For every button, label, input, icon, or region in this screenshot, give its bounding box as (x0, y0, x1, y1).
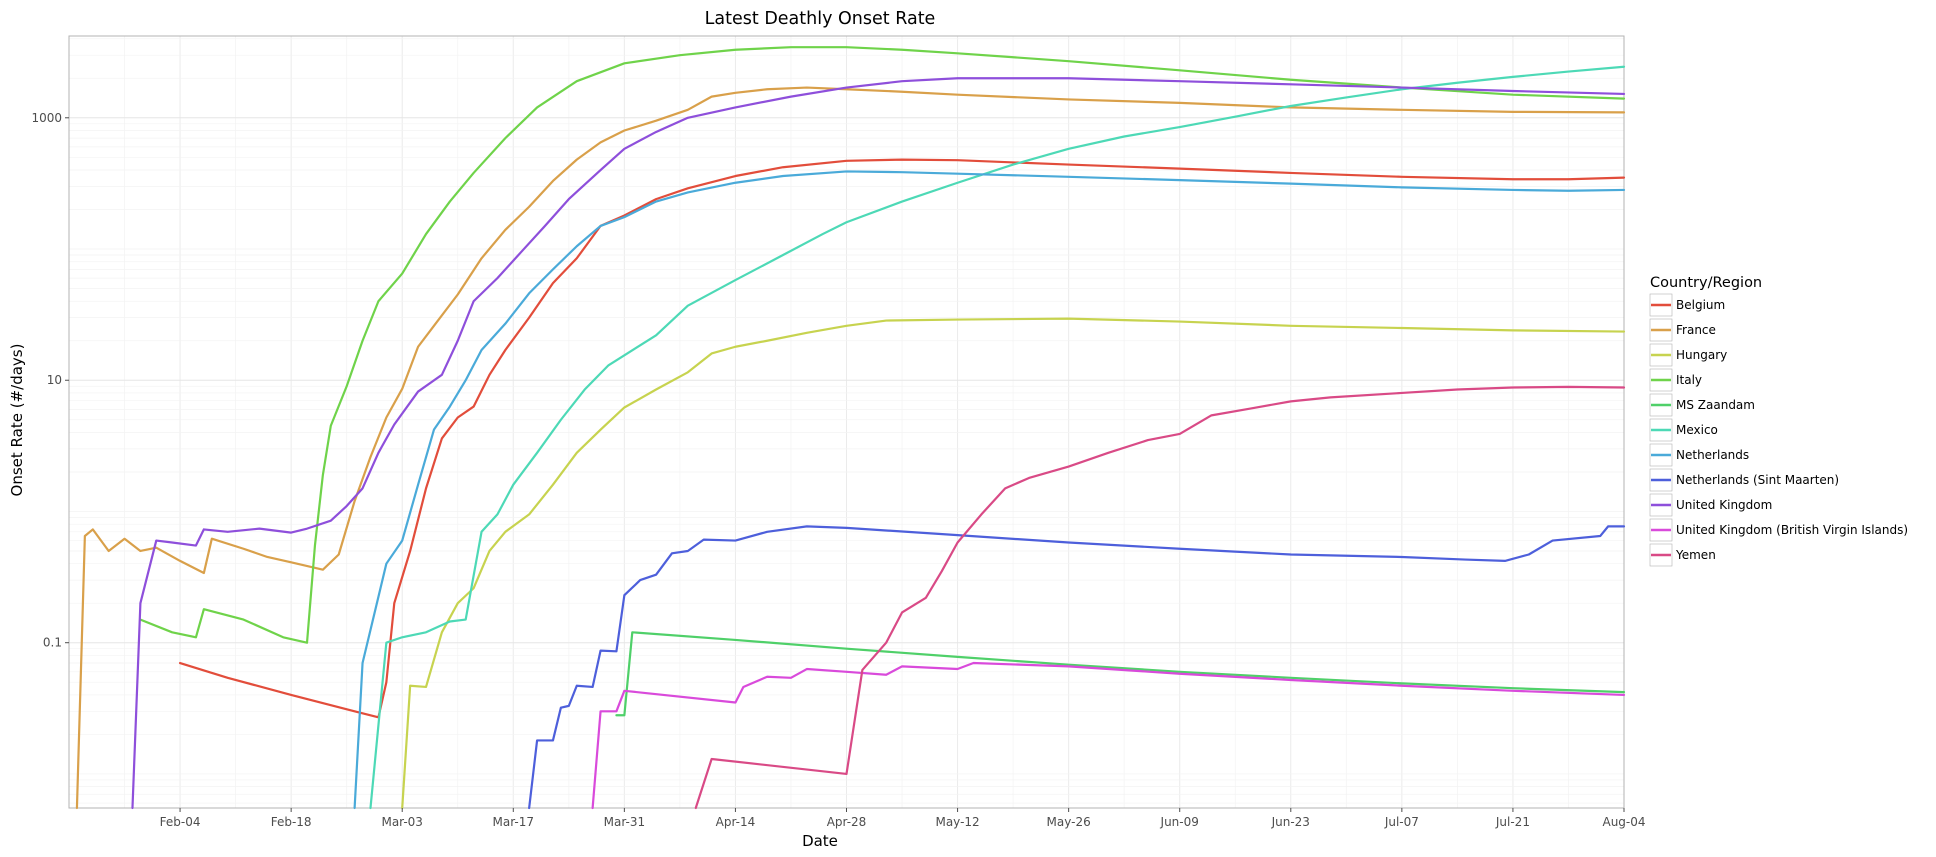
legend-item: Mexico (1649, 418, 1718, 442)
y-tick-label: 10 (47, 373, 62, 387)
x-tick-label: Feb-04 (160, 815, 201, 829)
x-axis-title: Date (802, 832, 838, 850)
series-line-hungary (401, 317, 1626, 810)
series-line-italy (139, 46, 1626, 644)
y-axis-title: Onset Rate (#/days) (8, 344, 26, 497)
legend-item: Netherlands (1649, 443, 1749, 467)
legend-item: France (1649, 318, 1716, 342)
legend-label: Netherlands (1676, 448, 1749, 462)
legend-label: United Kingdom (1676, 498, 1772, 512)
x-tick-label: Mar-31 (604, 815, 645, 829)
x-tick-label: May-26 (1047, 815, 1091, 829)
legend-label: Italy (1676, 373, 1702, 387)
x-tick-label: Aug-04 (1602, 815, 1645, 829)
x-tick-label: Apr-14 (716, 815, 756, 829)
legend-label: MS Zaandam (1676, 398, 1755, 412)
legend-item: Yemen (1649, 543, 1716, 567)
series-line-yemen (694, 385, 1626, 810)
series-line-france (75, 86, 1626, 810)
series-line-netherlands-sint-maarten (528, 525, 1626, 810)
legend-label: Hungary (1676, 348, 1727, 362)
series-line-mexico (369, 65, 1626, 810)
legend-item: United Kingdom (British Virgin Islands) (1649, 518, 1908, 542)
legend-item: Belgium (1649, 293, 1725, 317)
legend-label: Mexico (1676, 423, 1718, 437)
legend-label: France (1676, 323, 1716, 337)
series-line-belgium (178, 158, 1626, 719)
legend-label: United Kingdom (British Virgin Islands) (1676, 523, 1908, 537)
x-tick-label: Jun-23 (1271, 815, 1310, 829)
y-tick-label: 0.1 (43, 636, 62, 650)
x-tick-label: Jul-07 (1384, 815, 1419, 829)
legend-item: Hungary (1649, 343, 1727, 367)
x-tick-label: Feb-18 (271, 815, 312, 829)
legend: Country/Region Belgium France Hungary Italy… (1649, 275, 1908, 567)
plot-area: Feb-04 Feb-18 Mar-03 Mar-17 Mar-31 Apr-14 Apr-… (31, 35, 1646, 829)
legend-title: Country/Region (1650, 275, 1762, 291)
x-tick-label: Mar-03 (381, 815, 422, 829)
chart-title: Latest Deathly Onset Rate (705, 9, 936, 29)
legend-item: Netherlands (Sint Maarten) (1649, 468, 1839, 492)
series-line-united-kingdom-british-virgin-islands (591, 661, 1626, 810)
x-tick-label: May-12 (935, 815, 979, 829)
series-line-united-kingdom (131, 77, 1626, 810)
legend-label: Netherlands (Sint Maarten) (1676, 473, 1839, 487)
x-tick-label: Mar-17 (493, 815, 534, 829)
legend-item: Italy (1649, 368, 1702, 392)
legend-item: MS Zaandam (1649, 393, 1755, 417)
legend-label: Belgium (1676, 298, 1725, 312)
legend-label: Yemen (1675, 548, 1716, 562)
series-line-netherlands (353, 170, 1626, 810)
x-tick-label: Apr-28 (827, 815, 867, 829)
y-tick-label: 1000 (31, 111, 62, 125)
x-tick-label: Jun-09 (1160, 815, 1199, 829)
x-tick-label: Jul-21 (1495, 815, 1530, 829)
legend-item: United Kingdom (1649, 493, 1772, 517)
series-line-ms-zaandam (615, 631, 1626, 717)
